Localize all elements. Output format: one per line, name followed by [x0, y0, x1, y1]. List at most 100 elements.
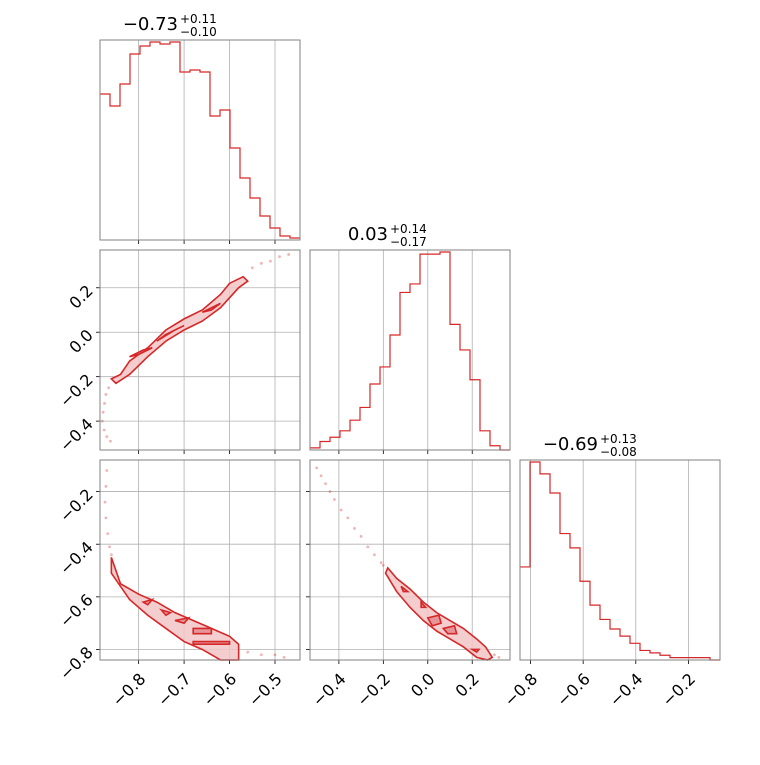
hist-0-bin-8 — [180, 72, 190, 240]
hist-1-bin-1 — [320, 441, 330, 450]
yticklabel-row1-2: 0.0 — [65, 326, 96, 357]
yticklabel-row2-2: −0.4 — [56, 538, 97, 579]
yticklabel-row2-0: −0.8 — [56, 643, 97, 684]
scatter-2-1-contour-inner-0 — [400, 585, 411, 593]
hist-1-grid — [338, 250, 473, 450]
scatter-2-0-ticks — [96, 491, 276, 664]
scatter-2-1-point-0 — [315, 466, 319, 470]
hist-0-bin-7 — [170, 42, 180, 240]
scatter-2-1-point-11 — [379, 561, 383, 565]
hist-0-bin-1 — [110, 106, 120, 240]
hist-0-bin-5 — [150, 42, 160, 240]
scatter-2-0-point-2 — [103, 500, 107, 504]
scatter-2-0-point-4 — [106, 532, 110, 536]
hist-1-bin-6 — [370, 384, 380, 450]
scatter-2-1-point-10 — [373, 553, 376, 557]
hist-2-bin-3 — [550, 493, 560, 660]
scatter-1-0-point-9 — [259, 261, 263, 265]
hist-2-bin-9 — [610, 629, 620, 660]
yticklabel-row1-0: −0.4 — [56, 414, 97, 455]
hist-2-bin-8 — [600, 619, 610, 660]
scatter-1-0-grid — [100, 250, 300, 450]
scatter-2-1-point-14 — [497, 655, 501, 659]
hist-0-ticks — [138, 240, 276, 244]
hist-2-bin-12 — [640, 650, 650, 660]
scatter-1-0-point-2 — [100, 419, 104, 423]
hist-2-bin-1 — [530, 462, 540, 660]
hist-2-bin-0 — [520, 567, 530, 660]
scatter-2-1-point-2 — [324, 482, 327, 486]
hist-1-bin-9 — [400, 292, 410, 450]
hist-2-bin-14 — [660, 655, 670, 660]
scatter-2-1-point-1 — [319, 474, 323, 478]
hist-2-bin-5 — [570, 548, 580, 660]
hist-0-step-line — [100, 41, 300, 239]
yticklabel-row1-1: −0.2 — [56, 370, 97, 411]
hist-1-bin-17 — [480, 431, 490, 450]
scatter-1-0-contour-inner-0 — [129, 347, 153, 358]
scatter-1-0-point-7 — [107, 386, 111, 390]
hist-1-bin-18 — [490, 446, 500, 450]
scatter-1-0-contour-inner-1 — [156, 324, 185, 342]
scatter-2-1-point-4 — [333, 498, 336, 501]
hist-2-title: −0.69 +0.13−0.08 — [543, 432, 637, 459]
scatter-2-0-point-1 — [104, 484, 108, 488]
scatter-2-1-contour-inner-2 — [426, 614, 443, 627]
xticklabel-col1-3: 0.2 — [452, 669, 483, 700]
hist-0-bin-11 — [210, 116, 220, 240]
hist-0-bin-4 — [140, 46, 150, 240]
scatter-2-0-contour-inner-2 — [174, 616, 191, 625]
scatter-2-0-contour-inner-4 — [192, 640, 231, 646]
xticklabel-col2-1: −0.6 — [553, 669, 594, 710]
xticklabel-col0-2: −0.6 — [199, 669, 240, 710]
xticklabel-col2-2: −0.4 — [606, 669, 647, 710]
yticklabel-row2-3: −0.2 — [56, 485, 97, 526]
hist-0-bin-12 — [220, 110, 230, 240]
scatter-2-0-point-10 — [282, 655, 286, 659]
hist-2-bin-13 — [650, 653, 660, 660]
scatter-2-1-point-8 — [359, 534, 363, 538]
scatter-2-1-contour-outer — [384, 566, 494, 661]
hist-1-bin-11 — [420, 254, 430, 450]
hist-1-bin-12 — [430, 254, 440, 450]
xticklabel-col1-2: 0.0 — [407, 669, 438, 700]
scatter-2-0-frame — [99, 459, 301, 661]
xticklabel-col0-1: −0.7 — [154, 669, 195, 710]
scatter-1-0-point-4 — [105, 435, 109, 439]
hist-0-bin-13 — [230, 148, 240, 240]
scatter-2-0-contour-inner-3 — [192, 627, 213, 635]
hist-1-bin-3 — [340, 431, 350, 450]
hist-2-bin-4 — [560, 534, 570, 660]
hist-2-title-median: −0.69 — [543, 434, 598, 455]
scatter-2-1-point-12 — [381, 563, 385, 567]
scatter-1-0-frame — [99, 249, 301, 451]
hist-0-bin-6 — [160, 44, 170, 240]
scatter-2-1-point-6 — [346, 516, 350, 520]
hist-1-frame — [309, 249, 511, 451]
yticklabel-row2-1: −0.6 — [56, 590, 97, 631]
hist-0-bin-18 — [280, 236, 290, 240]
hist-1-bin-13 — [440, 252, 450, 450]
hist-0-bin-10 — [200, 72, 210, 240]
hist-1-bin-10 — [410, 284, 420, 450]
scatter-2-1-point-13 — [493, 653, 496, 657]
scatter-1-0-point-11 — [278, 255, 281, 259]
hist-0-bin-16 — [260, 216, 270, 240]
scatter-2-0-point-8 — [259, 653, 263, 657]
scatter-2-0-point-9 — [273, 653, 277, 657]
scatter-2-0-point-5 — [108, 545, 111, 549]
hist-0-title-upper: +0.11 — [180, 12, 217, 26]
xticklabel-col2-3: −0.2 — [658, 669, 699, 710]
xticklabel-col2-0: −0.8 — [500, 669, 541, 710]
hist-2-bin-6 — [580, 581, 590, 660]
scatter-2-1-grid — [310, 460, 510, 660]
hist-0-frame — [99, 39, 301, 241]
scatter-1-0-point-12 — [287, 253, 291, 256]
scatter-1-0-point-3 — [102, 428, 106, 432]
scatter-1-0-point-5 — [109, 439, 112, 443]
scatter-2-1-point-7 — [353, 527, 356, 530]
scatter-2-0-contour-inner-0 — [141, 597, 155, 606]
hist-0-title-lower: −0.10 — [180, 25, 217, 39]
scatter-2-0-point-0 — [105, 469, 109, 472]
